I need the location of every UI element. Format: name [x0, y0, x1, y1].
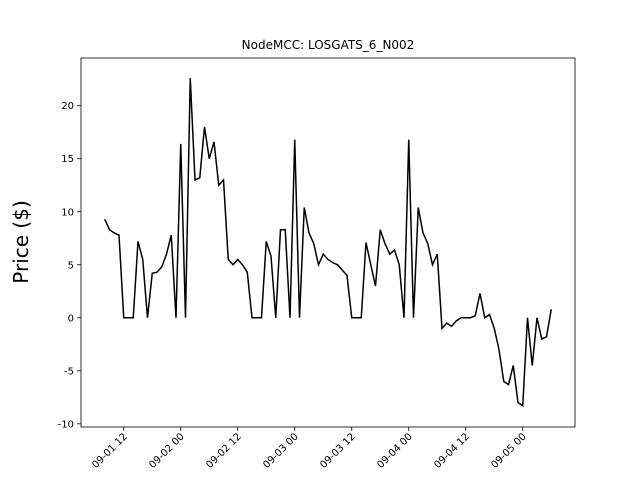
- price-line: [104, 78, 552, 408]
- x-tick-label: 09-02 12: [204, 431, 244, 471]
- x-tick-label: 09-03 00: [261, 431, 301, 471]
- y-tick-label: -10: [58, 419, 74, 430]
- y-tick-label: 5: [68, 260, 74, 271]
- y-tick-label: 20: [61, 101, 74, 112]
- y-tick-label: -5: [64, 366, 74, 377]
- x-tick-label: 09-04 12: [432, 431, 472, 471]
- y-axis-label: Price ($): [9, 200, 33, 283]
- x-tick-label: 09-02 00: [147, 431, 187, 471]
- plot-frame: [80, 57, 576, 428]
- y-tick-label: 10: [61, 207, 74, 218]
- chart-title: NodeMCC: LOSGATS_6_N002: [242, 38, 415, 52]
- y-tick-label: 15: [61, 154, 74, 165]
- x-tick-label: 09-01 12: [90, 431, 130, 471]
- y-tick-label: 0: [68, 313, 74, 324]
- x-tick-label: 09-04 00: [375, 431, 415, 471]
- x-tick-label: 09-05 00: [489, 431, 529, 471]
- x-tick-label: 09-03 12: [318, 431, 358, 471]
